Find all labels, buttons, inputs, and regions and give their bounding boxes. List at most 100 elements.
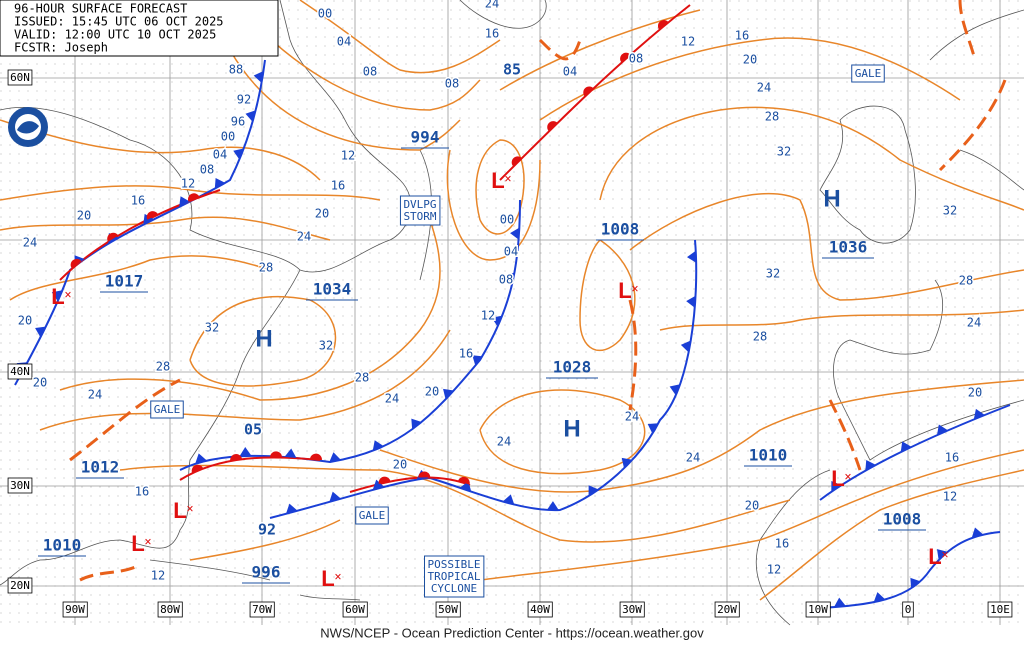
isobar-label: 24 xyxy=(967,316,981,330)
low-pressure: 1012 xyxy=(81,458,120,477)
high-pressure: 1036 xyxy=(829,238,868,257)
isobar-label: 16 xyxy=(735,29,749,43)
longitude-label: 50W xyxy=(438,603,458,616)
isobar-label: 32 xyxy=(205,321,219,335)
cold-front-triangle xyxy=(873,592,886,603)
longitude-label-box xyxy=(902,601,914,618)
isobar-label: 08 xyxy=(200,163,214,177)
cold-front-triangle xyxy=(372,479,385,490)
warning-box xyxy=(150,400,184,419)
cold-front-triangle xyxy=(443,388,454,400)
cold-front-triangle xyxy=(35,326,46,338)
high-symbol: H xyxy=(255,325,272,352)
isobar-label: 12 xyxy=(181,177,195,191)
isobar-label: 05 xyxy=(244,421,262,439)
low-symbol: L xyxy=(51,284,64,309)
cold-front-triangle xyxy=(588,485,599,497)
isobar-label: 04 xyxy=(337,35,351,49)
low-cross: × xyxy=(941,548,948,562)
latitude-label-box xyxy=(7,363,33,380)
cold-front-triangle xyxy=(936,549,948,560)
cold-front-triangle xyxy=(233,148,244,160)
high-symbol: H xyxy=(823,185,840,212)
cold-front-triangle xyxy=(865,459,876,471)
latitude-label: 40N xyxy=(10,365,30,378)
isobar-label: 20 xyxy=(393,458,407,472)
low-pressure: 1008 xyxy=(883,510,922,529)
warning-text: DVLPG xyxy=(403,198,436,211)
low-symbol: L xyxy=(131,531,144,556)
isobar-label: 24 xyxy=(297,230,311,244)
cold-front-triangle xyxy=(833,597,846,608)
isobar-label: 00 xyxy=(318,7,332,21)
low-pressure: 1010 xyxy=(749,446,788,465)
isobar-label: 28 xyxy=(959,274,973,288)
warm-front-semicircle xyxy=(191,464,204,474)
low-cross: × xyxy=(844,470,851,484)
longitude-label: 80W xyxy=(160,603,180,616)
cold-front-triangle xyxy=(900,441,912,453)
low-symbol: L xyxy=(618,278,631,303)
cold-front-triangle xyxy=(936,424,948,436)
warning-text: CYCLONE xyxy=(431,582,477,595)
low-cross: × xyxy=(144,535,151,549)
cold-front-triangle xyxy=(143,213,155,225)
cold-front-triangle xyxy=(195,453,207,464)
cold-front-triangle xyxy=(372,440,384,451)
warm-front-semicircle xyxy=(230,454,243,461)
warm-front-semicircle xyxy=(657,20,669,30)
low-cross: × xyxy=(504,172,511,186)
isobar-label: 24 xyxy=(485,0,499,11)
warning-text: GALE xyxy=(154,403,181,416)
isobars xyxy=(0,0,1024,601)
longitude-label-box xyxy=(435,601,461,618)
longitude-label: 20W xyxy=(717,603,737,616)
isobar-label: 24 xyxy=(497,435,511,449)
isobar-label: 28 xyxy=(753,330,767,344)
isobar-label: 24 xyxy=(385,392,399,406)
warning-label: GALE xyxy=(355,506,389,525)
warm-front-semicircle xyxy=(270,451,283,458)
warning-text: POSSIBLE xyxy=(428,558,481,571)
cold-front-triangle xyxy=(686,295,696,308)
isobar-label: 08 xyxy=(629,52,643,66)
longitude-label: 10E xyxy=(990,603,1010,616)
footer-credit: NWS/NCEP - Ocean Prediction Center - htt… xyxy=(320,625,704,640)
longitude-label-box xyxy=(342,601,368,618)
longitude-label: 70W xyxy=(252,603,272,616)
longitude-label-box xyxy=(619,601,645,618)
warning-label: GALE xyxy=(851,64,885,83)
cold-front-triangle xyxy=(329,452,342,463)
isobar-label: 20 xyxy=(743,53,757,67)
warning-box xyxy=(399,195,441,226)
low-pressure: 1008 xyxy=(601,220,640,239)
longitude-label: 90W xyxy=(65,603,85,616)
fronts xyxy=(14,0,1011,609)
high-pressure: 1034 xyxy=(313,280,352,299)
cold-front-triangle xyxy=(179,196,190,207)
isobar-label: 16 xyxy=(945,451,959,465)
isobar-label: 24 xyxy=(757,81,771,95)
cold-front-triangle xyxy=(239,447,252,457)
isobar-label: 32 xyxy=(777,145,791,159)
longitude-label-box xyxy=(157,601,183,618)
longitude-label-box xyxy=(527,601,553,618)
warm-front-semicircle xyxy=(583,86,594,97)
isobar-label: 28 xyxy=(765,110,779,124)
low-cross: × xyxy=(64,288,71,302)
latitude-label-box xyxy=(7,69,33,86)
warning-box xyxy=(355,506,389,525)
cold-front-triangle xyxy=(831,480,842,492)
isobar-label: 92 xyxy=(237,93,251,107)
low-cross: × xyxy=(186,502,193,516)
cold-front-triangle xyxy=(910,577,921,589)
header-issued: ISSUED: 15:45 UTC 06 OCT 2025 xyxy=(14,15,224,29)
low-pressure: 1017 xyxy=(105,272,144,291)
warning-text: GALE xyxy=(359,509,386,522)
cold-front-triangle xyxy=(669,384,681,396)
isobar-label: 20 xyxy=(77,209,91,223)
longitude-label: 10W xyxy=(808,603,828,616)
cold-front-triangle xyxy=(472,355,484,366)
isobar-label: 00 xyxy=(500,213,514,227)
